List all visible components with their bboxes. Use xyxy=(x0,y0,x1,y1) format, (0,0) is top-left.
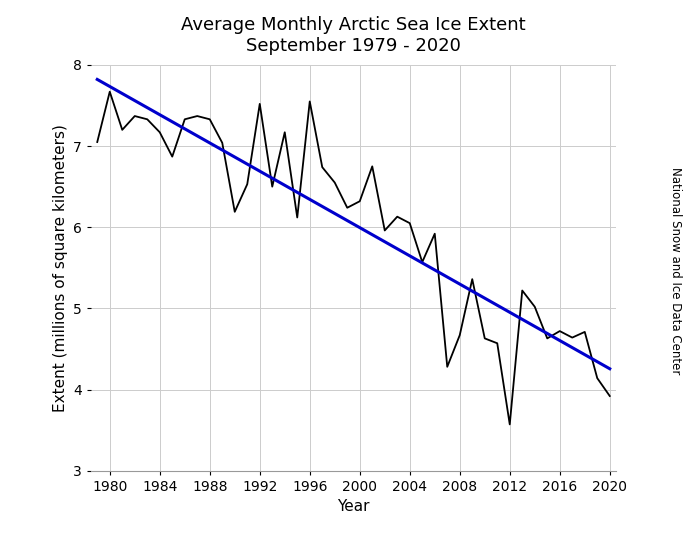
X-axis label: Year: Year xyxy=(337,499,370,514)
Text: National Snow and Ice Data Center: National Snow and Ice Data Center xyxy=(669,167,682,374)
Y-axis label: Extent (millions of square kilometers): Extent (millions of square kilometers) xyxy=(52,124,67,412)
Title: Average Monthly Arctic Sea Ice Extent
September 1979 - 2020: Average Monthly Arctic Sea Ice Extent Se… xyxy=(181,16,526,55)
